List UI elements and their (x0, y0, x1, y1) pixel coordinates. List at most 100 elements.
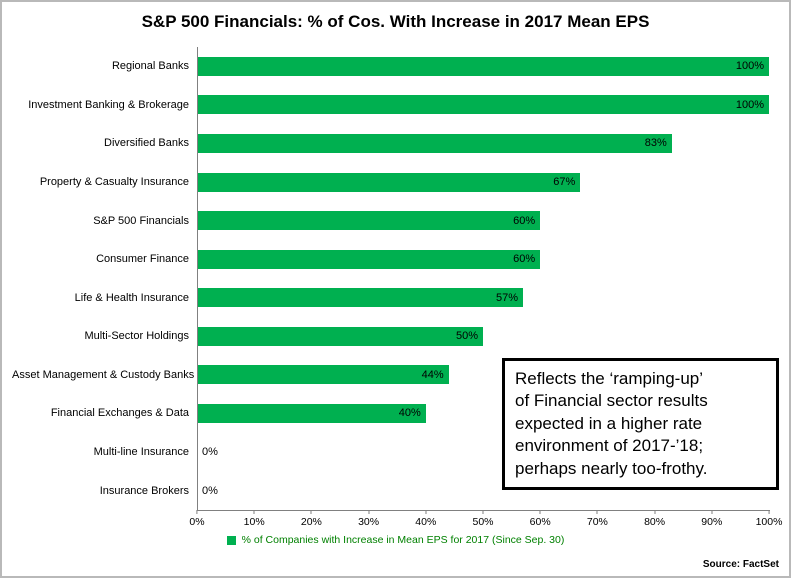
value-label: 60% (513, 214, 536, 227)
category-label: Investment Banking & Brokerage (28, 98, 189, 111)
value-label: 40% (398, 407, 421, 420)
x-axis-tick: 100% (755, 510, 783, 528)
tick-mark (539, 510, 541, 514)
legend-swatch-icon (226, 535, 236, 545)
bar-row: Financial Exchanges & Data 40% (12, 394, 769, 433)
tick-mark (368, 510, 370, 514)
source-label: Source: FactSet (702, 559, 779, 570)
value-label: 0% (202, 446, 218, 459)
tick-label: 40% (415, 516, 437, 528)
value-label: 100% (735, 98, 764, 111)
tick-label: 60% (529, 516, 551, 528)
tick-label: 20% (300, 516, 322, 528)
value-label: 50% (455, 330, 478, 343)
bar-track: 60% (197, 201, 769, 240)
bar-track: 40% (197, 394, 769, 433)
bar-row: Diversified Banks 83% (12, 124, 769, 163)
bar: 40% (197, 403, 426, 423)
x-axis-tick: 90% (701, 510, 722, 528)
bar-row: S&P 500 Financials 60% (12, 201, 769, 240)
bar-row: Asset Management & Custody Banks 44% (12, 356, 769, 395)
x-axis-tick: 50% (472, 510, 494, 528)
bar: 100% (197, 56, 769, 76)
legend: % of Companies with Increase in Mean EPS… (2, 534, 789, 546)
x-axis-tick: 30% (358, 510, 379, 528)
tick-label: 100% (755, 516, 783, 528)
tick-label: 30% (358, 516, 380, 528)
x-axis-tick: 0% (189, 510, 205, 528)
tick-mark (425, 510, 427, 514)
x-axis-tick: 40% (415, 510, 436, 528)
bar: 44% (197, 365, 449, 385)
category-label: S&P 500 Financials (93, 214, 189, 227)
bar-track: 50% (197, 317, 769, 356)
tick-mark (711, 510, 713, 514)
x-axis-tick: 60% (530, 510, 551, 528)
tick-label: 10% (243, 516, 265, 528)
value-label: 100% (735, 60, 764, 73)
x-axis-tick: 10% (244, 510, 265, 528)
category-label: Life & Health Insurance (74, 291, 189, 304)
chart-title: S&P 500 Financials: % of Cos. With Incre… (141, 12, 650, 31)
bar: 100% (197, 95, 769, 115)
bar-row: Property & Casualty Insurance 67% (12, 163, 769, 202)
bar-rows: Regional Banks 100% Investment Banking & B… (12, 47, 769, 510)
bar-row: Investment Banking & Brokerage 100% (12, 86, 769, 125)
legend-label: % of Companies with Increase in Mean EPS… (241, 534, 565, 546)
tick-label: 0% (189, 516, 205, 528)
bar-row: Multi-line Insurance 0% (12, 433, 769, 472)
value-label: 83% (644, 137, 667, 150)
tick-label: 70% (586, 516, 608, 528)
bar-track: 44% (197, 356, 769, 395)
tick-label: 90% (701, 516, 723, 528)
value-label: 57% (496, 291, 519, 304)
x-axis-tick: 20% (301, 510, 322, 528)
bar-row: Insurance Brokers 0% (12, 471, 769, 510)
bar: 67% (197, 172, 581, 192)
bar-track: 100% (197, 47, 769, 86)
bar: 57% (197, 288, 524, 308)
bar-track: 0% (197, 471, 769, 510)
bar-row: Multi-Sector Holdings 50% (12, 317, 769, 356)
bar-track: 60% (197, 240, 769, 279)
value-label: 44% (421, 368, 444, 381)
annotation-box: Reflects the ‘ramping-up’ of Financial s… (502, 358, 779, 491)
bar-track: 67% (197, 163, 769, 202)
bar: 50% (197, 326, 483, 346)
category-label: Consumer Finance (96, 253, 189, 266)
category-label: Financial Exchanges & Data (50, 407, 189, 420)
tick-mark (596, 510, 598, 514)
bar-row: Consumer Finance 60% (12, 240, 769, 279)
bar: 60% (197, 249, 541, 269)
value-label: 60% (513, 253, 536, 266)
tick-mark (482, 510, 484, 514)
category-label: Multi-line Insurance (93, 446, 189, 459)
tick-label: 50% (472, 516, 494, 528)
bar-track: 57% (197, 278, 769, 317)
bar: 83% (197, 133, 672, 153)
bar: 60% (197, 211, 541, 231)
x-axis-tick: 80% (644, 510, 665, 528)
category-label: Regional Banks (111, 60, 189, 73)
bar-row: Life & Health Insurance 57% (12, 278, 769, 317)
x-axis: 0% 10% 20% 30% 40% 50% 60% 70% 80% 90% 100% (189, 510, 782, 530)
bar-track: 0% (197, 433, 769, 472)
category-label: Asset Management & Custody Banks (12, 368, 195, 381)
tick-mark (196, 510, 198, 514)
tick-mark (310, 510, 312, 514)
category-label: Diversified Banks (104, 137, 189, 150)
bar-track: 100% (197, 86, 769, 125)
bar-track: 83% (197, 124, 769, 163)
tick-mark (768, 510, 770, 514)
x-axis-tick: 70% (587, 510, 608, 528)
bar-row: Regional Banks 100% (12, 47, 769, 86)
category-label: Insurance Brokers (99, 484, 189, 497)
tick-mark (654, 510, 656, 514)
category-label: Property & Casualty Insurance (39, 176, 189, 189)
value-label: 67% (553, 176, 576, 189)
tick-label: 80% (644, 516, 666, 528)
value-label: 0% (202, 484, 218, 497)
category-label: Multi-Sector Holdings (84, 330, 189, 343)
tick-mark (253, 510, 255, 514)
